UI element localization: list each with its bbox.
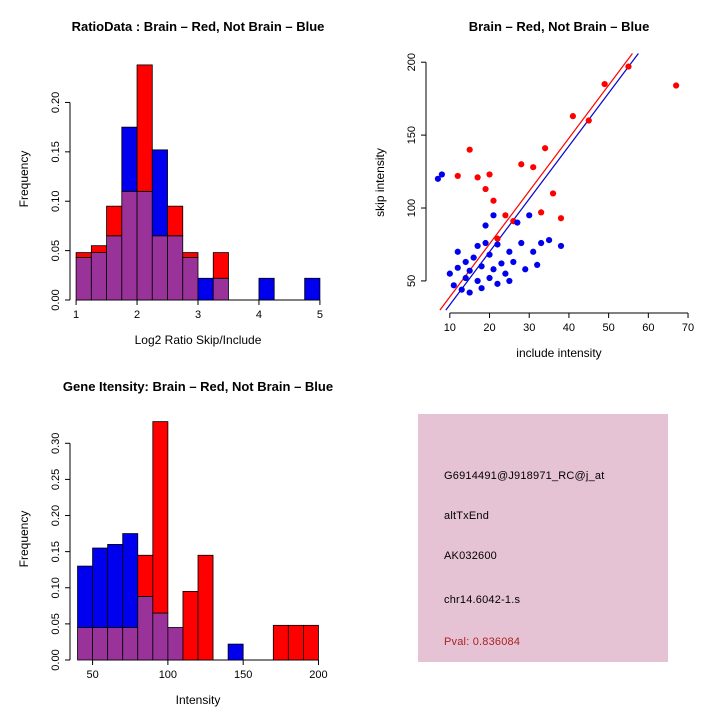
- svg-text:200: 200: [309, 669, 327, 681]
- svg-text:70: 70: [682, 322, 694, 334]
- svg-text:0.05: 0.05: [50, 613, 62, 634]
- svg-text:0.20: 0.20: [50, 505, 62, 526]
- svg-text:40: 40: [563, 322, 575, 334]
- svg-text:RatioData : Brain – Red, Not B: RatioData : Brain – Red, Not Brain – Blu…: [72, 19, 325, 34]
- svg-text:50: 50: [406, 275, 418, 287]
- accession-text: AK032600: [444, 550, 497, 562]
- svg-text:200: 200: [406, 53, 418, 71]
- svg-text:5: 5: [317, 309, 323, 321]
- svg-text:3: 3: [195, 309, 201, 321]
- panel-ratio-histogram: RatioData : Brain – Red, Not Brain – Blu…: [0, 0, 360, 360]
- svg-text:0.30: 0.30: [50, 433, 62, 454]
- svg-text:Frequency: Frequency: [17, 151, 31, 208]
- svg-text:0.15: 0.15: [50, 541, 62, 562]
- panel-info: G6914491@J918971_RC@j_at altTxEnd AK0326…: [360, 360, 720, 720]
- svg-text:0.10: 0.10: [50, 191, 62, 212]
- svg-text:0.00: 0.00: [50, 649, 62, 670]
- svg-text:150: 150: [234, 669, 252, 681]
- event-type-text: altTxEnd: [444, 510, 490, 522]
- svg-text:1: 1: [73, 309, 79, 321]
- svg-text:30: 30: [523, 322, 535, 334]
- gene-info-box: G6914491@J918971_RC@j_at altTxEnd AK0326…: [418, 414, 668, 662]
- pval-text: Pval: 0.836084: [444, 636, 521, 648]
- svg-text:include intensity: include intensity: [516, 346, 601, 360]
- panel-intensity-scatter: Brain – Red, Not Brain – Blue 10 20 30 40 50 6…: [360, 0, 720, 360]
- svg-text:Log2 Ratio Skip/Include: Log2 Ratio Skip/Include: [135, 333, 262, 347]
- svg-text:150: 150: [406, 126, 418, 144]
- ratio-histogram-chart: RatioData : Brain – Red, Not Brain – Blu…: [17, 19, 325, 347]
- svg-text:4: 4: [256, 309, 262, 321]
- svg-text:2: 2: [134, 309, 140, 321]
- svg-text:20: 20: [483, 322, 495, 334]
- svg-text:Frequency: Frequency: [17, 511, 31, 568]
- chromosome-location-text: chr14.6042-1.s: [444, 594, 521, 606]
- svg-text:Gene Itensity: Brain – Red, No: Gene Itensity: Brain – Red, Not Brain – …: [63, 379, 333, 394]
- gene-histogram-chart: Gene Itensity: Brain – Red, Not Brain – …: [17, 379, 333, 707]
- svg-text:skip intensity: skip intensity: [373, 148, 387, 217]
- svg-text:0.25: 0.25: [50, 469, 62, 490]
- panel-gene-histogram: Gene Itensity: Brain – Red, Not Brain – …: [0, 360, 360, 720]
- svg-text:60: 60: [642, 322, 654, 334]
- intensity-scatter-chart: Brain – Red, Not Brain – Blue 10 20 30 40 50 6…: [373, 19, 694, 360]
- svg-text:50: 50: [603, 322, 615, 334]
- svg-text:0.00: 0.00: [50, 289, 62, 310]
- svg-text:0.20: 0.20: [50, 92, 62, 113]
- svg-text:0.10: 0.10: [50, 577, 62, 598]
- svg-text:100: 100: [406, 199, 418, 217]
- svg-text:Intensity: Intensity: [176, 693, 221, 707]
- svg-text:10: 10: [444, 322, 456, 334]
- svg-text:0.15: 0.15: [50, 141, 62, 162]
- probe-id-text: G6914491@J918971_RC@j_at: [444, 470, 605, 482]
- svg-text:Brain – Red, Not Brain – Blue: Brain – Red, Not Brain – Blue: [469, 19, 650, 34]
- svg-text:0.05: 0.05: [50, 240, 62, 261]
- svg-text:100: 100: [159, 669, 177, 681]
- svg-text:50: 50: [86, 669, 98, 681]
